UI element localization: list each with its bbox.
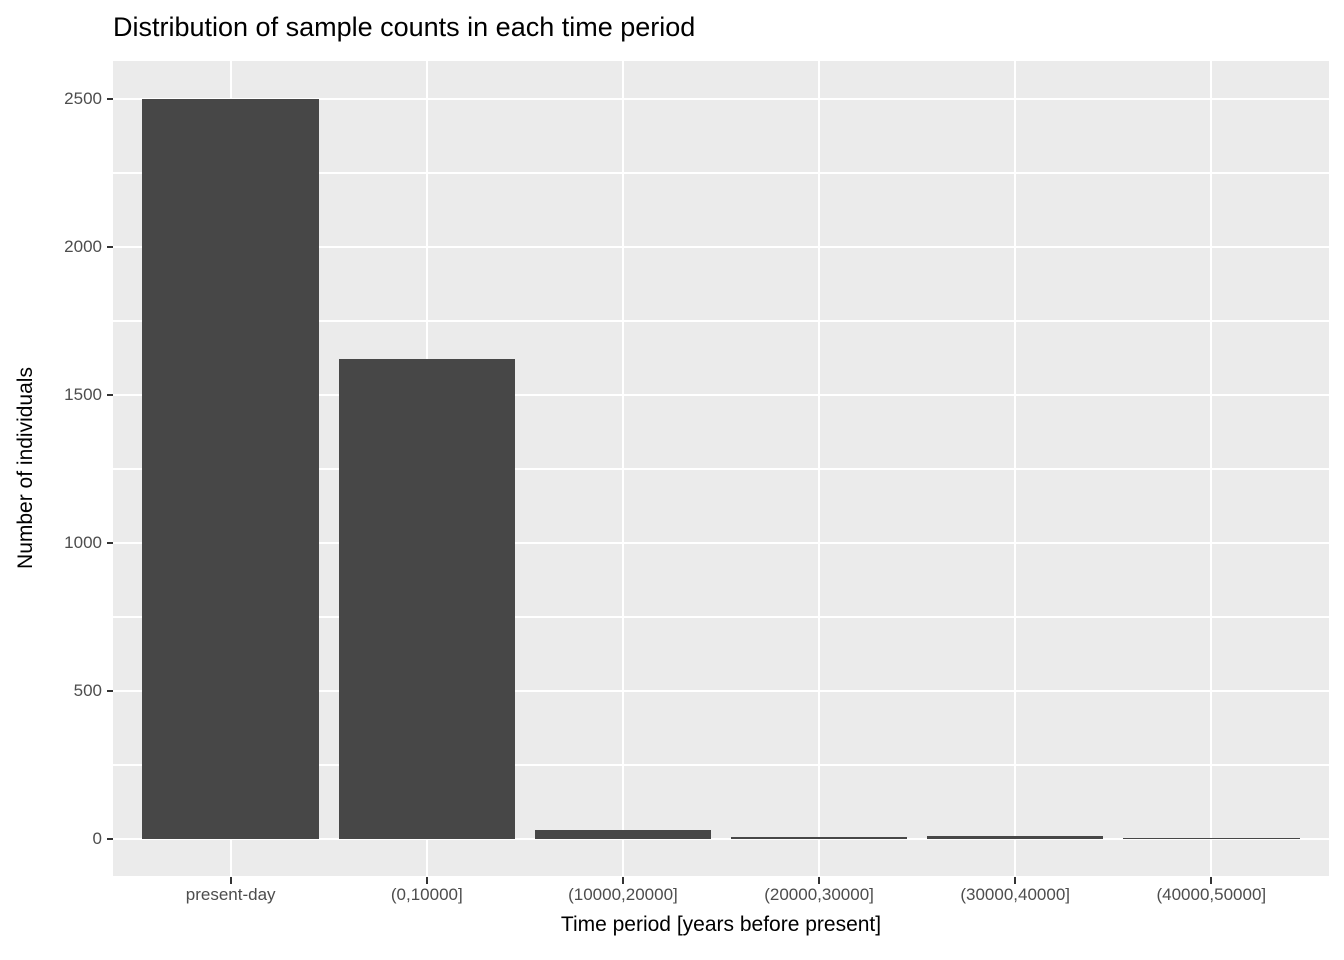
x-tick-label-0: present-day <box>185 885 276 904</box>
gridline-minor-y-250 <box>113 764 1329 766</box>
gridline-major-y-1500 <box>113 393 1329 396</box>
x-tick-mark-0 <box>229 877 232 884</box>
x-tick-mark-5 <box>1210 877 1213 884</box>
y-tick-mark-0 <box>107 837 113 840</box>
y-tick-label-2500: 2500 <box>64 88 102 108</box>
y-tick-label-500: 500 <box>73 680 102 700</box>
y-tick-mark-2500 <box>107 97 113 100</box>
bar-(0,10000] <box>338 359 516 839</box>
gridline-minor-y-750 <box>113 616 1329 618</box>
gridline-major-y-0 <box>113 837 1329 840</box>
gridline-major-y-2500 <box>113 97 1329 100</box>
x-tick-label-5: (40000,50000] <box>1156 885 1267 904</box>
bar-(10000,20000] <box>534 830 712 839</box>
x-tick-label-3: (20000,30000] <box>764 885 874 904</box>
plot-panel <box>113 61 1329 876</box>
y-tick-label-0: 0 <box>92 828 102 848</box>
x-tick-mark-4 <box>1014 877 1017 884</box>
gridline-minor-y-1250 <box>113 468 1329 470</box>
gridline-major-x-2 <box>621 61 624 876</box>
x-tick-label-2: (10000,20000] <box>568 885 678 904</box>
gridline-major-y-2000 <box>113 245 1329 248</box>
bar-(40000,50000] <box>1123 838 1300 839</box>
y-tick-mark-500 <box>107 689 113 692</box>
gridline-minor-y-2250 <box>113 172 1329 174</box>
y-tick-mark-1500 <box>107 393 113 396</box>
bar-present-day <box>142 98 319 839</box>
chart-title: Distribution of sample counts in each ti… <box>113 12 696 42</box>
gridline-major-x-4 <box>1014 61 1017 876</box>
gridline-major-y-500 <box>113 689 1329 692</box>
y-tick-label-2000: 2000 <box>64 236 102 256</box>
x-tick-label-4: (30000,40000] <box>960 885 1071 904</box>
y-tick-label-1500: 1500 <box>64 384 102 404</box>
x-tick-label-1: (0,10000] <box>390 885 463 904</box>
y-tick-mark-2000 <box>107 245 113 248</box>
gridline-minor-y-1750 <box>113 320 1329 322</box>
gridline-major-y-1000 <box>113 541 1329 544</box>
bar-(30000,40000] <box>926 836 1104 839</box>
gridline-major-x-5 <box>1210 61 1213 876</box>
x-tick-mark-1 <box>425 877 428 884</box>
x-axis-title: Time period [years before present] <box>560 913 882 936</box>
bar-(20000,30000] <box>730 836 908 839</box>
y-tick-label-1000: 1000 <box>64 532 102 552</box>
x-tick-mark-2 <box>621 877 624 884</box>
y-tick-mark-1000 <box>107 541 113 544</box>
x-tick-mark-3 <box>818 877 821 884</box>
gridline-major-x-3 <box>818 61 821 876</box>
